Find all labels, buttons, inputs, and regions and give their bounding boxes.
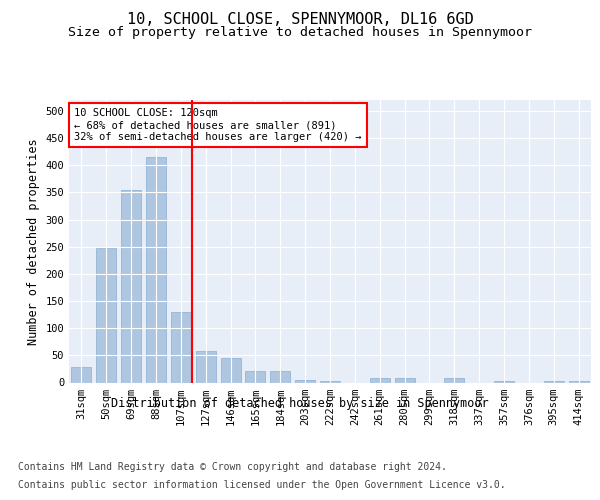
Text: 10, SCHOOL CLOSE, SPENNYMOOR, DL16 6GD: 10, SCHOOL CLOSE, SPENNYMOOR, DL16 6GD [127, 12, 473, 28]
Bar [196, 351, 215, 382]
Bar [494, 381, 514, 382]
Text: 10 SCHOOL CLOSE: 120sqm
← 68% of detached houses are smaller (891)
32% of semi-d: 10 SCHOOL CLOSE: 120sqm ← 68% of detache… [74, 108, 362, 142]
Bar [445, 378, 464, 382]
Bar [544, 381, 563, 382]
Bar [245, 370, 265, 382]
Y-axis label: Number of detached properties: Number of detached properties [27, 138, 40, 344]
Bar [146, 157, 166, 382]
Bar [121, 190, 141, 382]
Bar [97, 248, 116, 382]
Text: Contains HM Land Registry data © Crown copyright and database right 2024.: Contains HM Land Registry data © Crown c… [18, 462, 447, 472]
Text: Contains public sector information licensed under the Open Government Licence v3: Contains public sector information licen… [18, 480, 506, 490]
Bar [395, 378, 415, 382]
Bar [569, 381, 589, 382]
Bar [295, 380, 315, 382]
Bar [221, 358, 241, 382]
Bar [171, 312, 191, 382]
Bar [71, 368, 91, 382]
Text: Size of property relative to detached houses in Spennymoor: Size of property relative to detached ho… [68, 26, 532, 39]
Bar [370, 378, 389, 382]
Bar [320, 381, 340, 382]
Text: Distribution of detached houses by size in Spennymoor: Distribution of detached houses by size … [111, 398, 489, 410]
Bar [271, 370, 290, 382]
